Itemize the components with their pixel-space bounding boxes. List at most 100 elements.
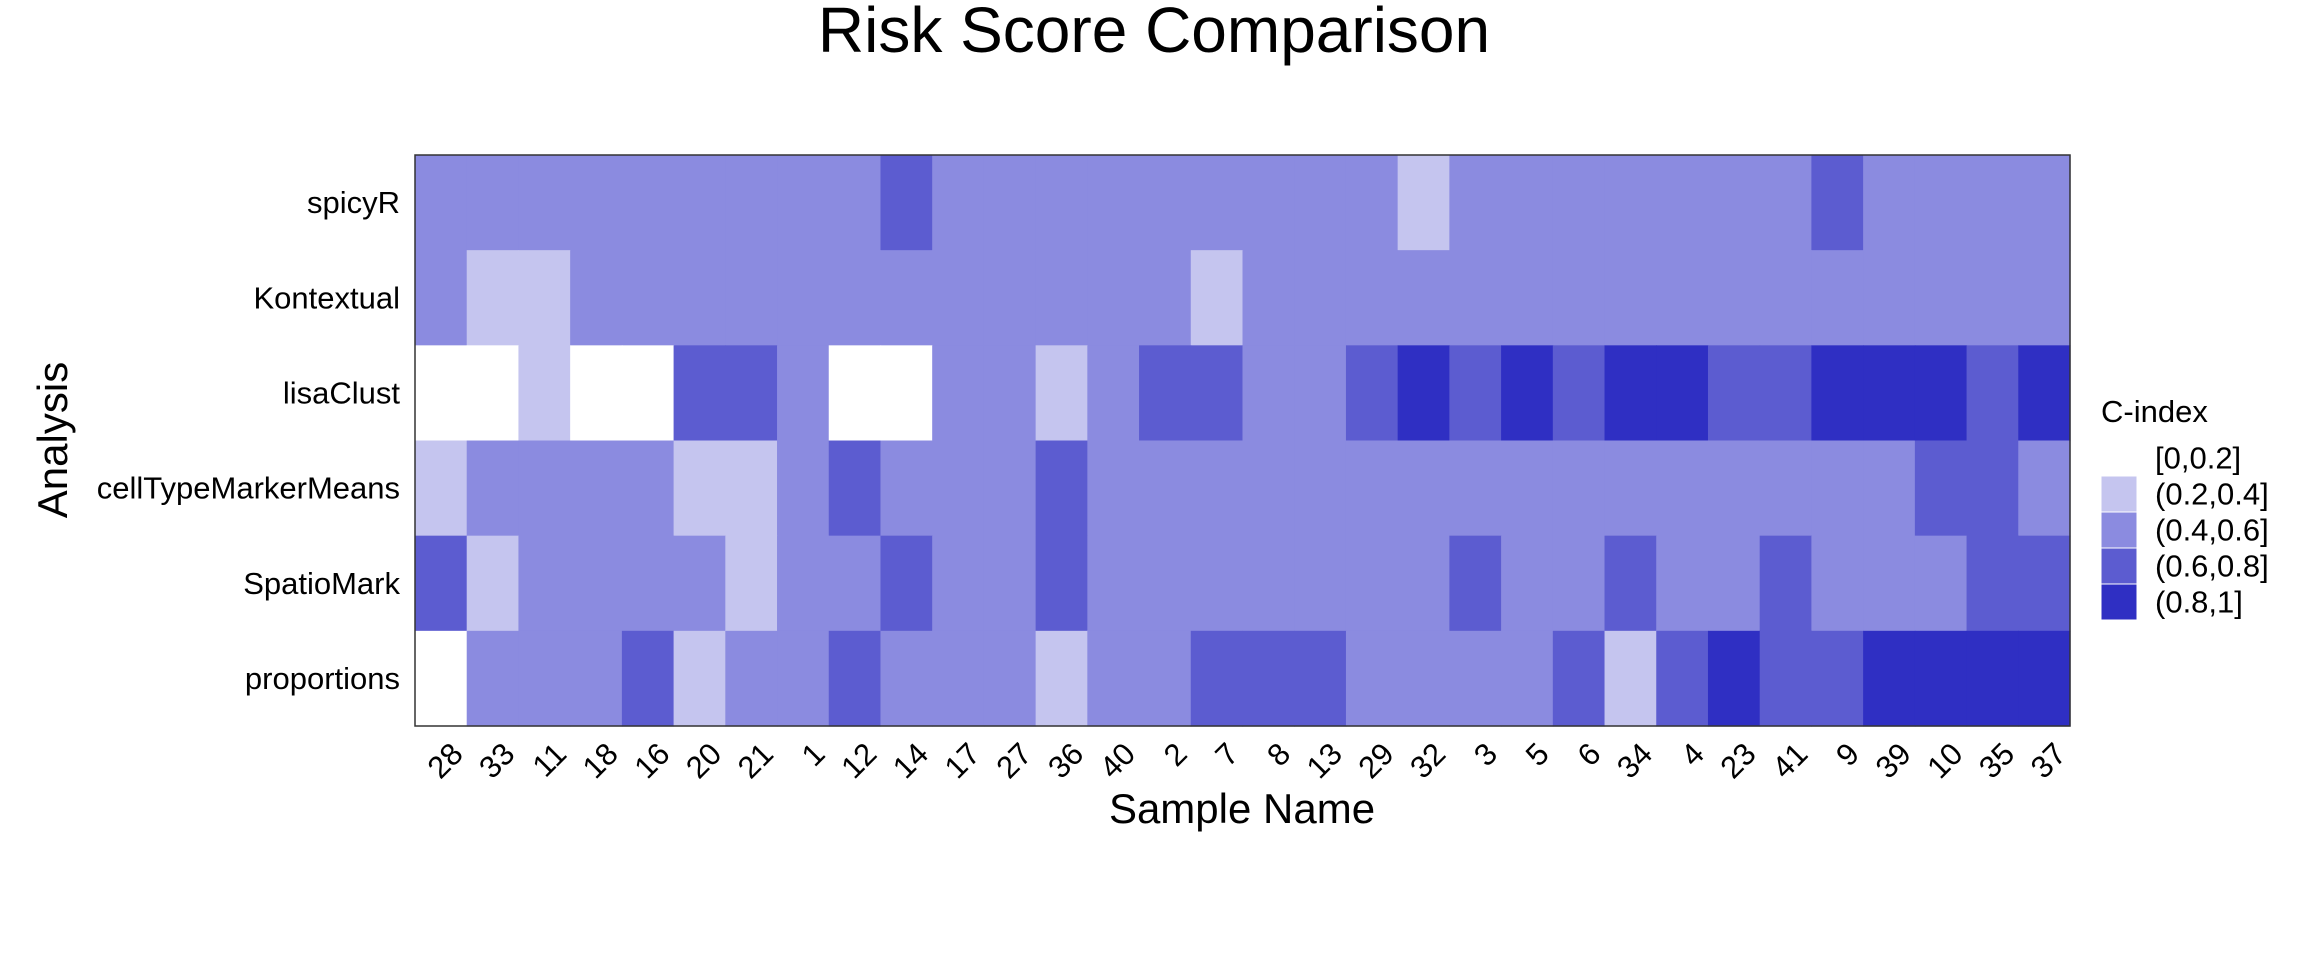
- heatmap-cell: [1242, 630, 1295, 727]
- heatmap-cell: [1707, 155, 1761, 251]
- heatmap-cell: [2018, 250, 2071, 346]
- x-tick-label: 41: [1765, 736, 1814, 785]
- heatmap-cell: [1190, 535, 1244, 632]
- heatmap-cell: [1656, 155, 1709, 251]
- y-tick-label: lisaClust: [283, 375, 401, 410]
- heatmap-cell: [1345, 535, 1399, 632]
- heatmap-cell: [1087, 345, 1140, 442]
- y-tick-label: proportions: [245, 661, 400, 696]
- heatmap-cell: [1190, 155, 1244, 251]
- heatmap-cell: [1294, 155, 1347, 251]
- x-tick-label: 17: [938, 736, 987, 785]
- heatmap-cell: [983, 345, 1037, 442]
- heatmap-cell: [1139, 345, 1192, 442]
- heatmap-cell: [1604, 535, 1657, 632]
- heatmap-cell: [1242, 250, 1295, 346]
- x-tick-label: 35: [1972, 736, 2021, 785]
- y-tick-label: cellTypeMarkerMeans: [97, 471, 400, 506]
- heatmap-cell: [1397, 535, 1450, 632]
- heatmap-cell: [828, 345, 882, 442]
- heatmap-cell: [1139, 155, 1192, 251]
- x-tick-label: 16: [627, 736, 676, 785]
- heatmap-cell: [1397, 440, 1450, 537]
- heatmap-cell: [1656, 250, 1709, 346]
- heatmap-cell: [1087, 630, 1140, 727]
- heatmap-cell: [621, 155, 675, 251]
- heatmap-cell: [1242, 535, 1295, 632]
- legend-label: (0.6,0.8]: [2155, 549, 2269, 584]
- heatmap-cell: [1552, 155, 1606, 251]
- heatmap-cell: [1811, 250, 1864, 346]
- y-tick-labels: spicyR Kontextual lisaClust cellTypeMarkerM…: [97, 185, 401, 696]
- x-tick-label: 3: [1467, 736, 1504, 773]
- heatmap-cell: [466, 440, 520, 537]
- legend-key: [2100, 439, 2138, 477]
- heatmap-cell: [983, 535, 1037, 632]
- heatmap-cell: [466, 345, 520, 442]
- heatmap-cell: [1811, 345, 1864, 442]
- heatmap-cell: [1035, 155, 1088, 251]
- heatmap-cell: [1294, 250, 1347, 346]
- heatmap-cell: [1604, 250, 1657, 346]
- heatmap-cell: [1294, 345, 1347, 442]
- heatmap-cell: [621, 535, 675, 632]
- x-tick-label: 39: [1869, 736, 1918, 785]
- heatmap-cell: [2018, 155, 2071, 251]
- heatmap-cell: [1707, 535, 1761, 632]
- x-tick-label: 14: [886, 736, 935, 785]
- heatmap-cell: [1449, 535, 1502, 632]
- heatmap-cell: [1863, 535, 1916, 632]
- heatmap-cell: [1759, 345, 1813, 442]
- y-tick-label: SpatioMark: [243, 566, 400, 601]
- heatmap-cell: [1914, 345, 1968, 442]
- x-tick-label: 8: [1260, 736, 1297, 773]
- heatmap-cell: [777, 440, 830, 537]
- heatmap-cell: [1914, 250, 1968, 346]
- y-tick-label: Kontextual: [254, 280, 401, 315]
- heatmap-cell: [1604, 345, 1657, 442]
- heatmap-cells: [415, 155, 2071, 727]
- heatmap-cell: [1035, 440, 1088, 537]
- heatmap-cell: [466, 630, 520, 727]
- heatmap-cell: [983, 440, 1037, 537]
- heatmap-cell: [983, 155, 1037, 251]
- heatmap-cell: [932, 440, 985, 537]
- heatmap-cell: [1707, 250, 1761, 346]
- x-tick-label: 12: [834, 736, 883, 785]
- heatmap-cell: [466, 155, 520, 251]
- heatmap-cell: [1087, 535, 1140, 632]
- heatmap-cell: [415, 345, 468, 442]
- x-tick-label: 2: [1157, 736, 1194, 773]
- heatmap-cell: [1759, 440, 1813, 537]
- x-tick-label: 40: [1093, 736, 1142, 785]
- heatmap-cell: [1242, 345, 1295, 442]
- heatmap-cell: [880, 250, 933, 346]
- heatmap-cell: [1501, 630, 1554, 727]
- heatmap-cell: [1863, 440, 1916, 537]
- x-tick-label: 10: [1920, 736, 1969, 785]
- x-tick-label: 29: [1351, 736, 1400, 785]
- x-tick-labels: 28 33 11 18 16 20 21 1 12 14 17 27 36 40 2 7 8 13 29 32 3 5 6 3…: [421, 736, 2073, 785]
- heatmap-cell: [518, 630, 571, 727]
- heatmap-cell: [880, 630, 933, 727]
- heatmap-cell: [932, 345, 985, 442]
- heatmap-cell: [1759, 155, 1813, 251]
- heatmap-cell: [1139, 630, 1192, 727]
- heatmap-cell: [1501, 155, 1554, 251]
- legend-key: [2100, 475, 2138, 513]
- heatmap-cell: [777, 630, 830, 727]
- x-tick-label: 5: [1519, 736, 1556, 773]
- heatmap-cell: [1139, 250, 1192, 346]
- x-tick-label: 4: [1674, 736, 1711, 773]
- heatmap-cell: [518, 155, 571, 251]
- heatmap-cell: [777, 535, 830, 632]
- x-tick-label: 37: [2024, 736, 2073, 785]
- heatmap-cell: [1863, 250, 1916, 346]
- heatmap-cell: [1345, 630, 1399, 727]
- heatmap-cell: [1552, 535, 1606, 632]
- heatmap-cell: [415, 535, 468, 632]
- heatmap-cell: [466, 250, 520, 346]
- heatmap-cell: [2018, 630, 2071, 727]
- heatmap-cell: [518, 535, 571, 632]
- heatmap-cell: [1294, 440, 1347, 537]
